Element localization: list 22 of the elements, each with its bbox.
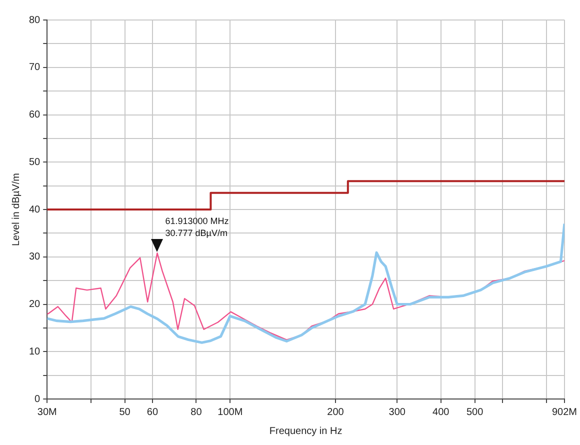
x-tick-label: 902M [552,406,577,418]
x-tick-label: 100M [218,406,243,418]
y-tick-label: 10 [29,346,41,358]
x-axis-title: Frequency in Hz [269,426,342,437]
y-tick-label: 60 [29,110,41,120]
y-tick-label: 70 [29,62,41,74]
x-tick-label: 200 [327,406,344,418]
y-tick-label: 40 [29,204,41,216]
y-tick-label: 20 [29,299,41,310]
x-tick-label: 400 [432,406,450,418]
x-tick-label: 30M [37,406,57,418]
x-tick-label: 80 [190,406,202,418]
x-tick-label: 60 [146,406,158,418]
x-tick-label: 500 [466,406,484,418]
x-tick-label: 300 [388,406,406,418]
y-tick-label: 0 [34,394,41,405]
y-tick-label: 80 [29,14,41,26]
y-tick-label: 50 [29,156,41,168]
y-axis-title: Level in dBµV/m [10,172,22,246]
annotation: 61.913000 MHz 30.777 dBµV/m [165,216,230,238]
y-tick-label: 30 [29,252,41,263]
x-tick-label: 50 [119,406,131,418]
